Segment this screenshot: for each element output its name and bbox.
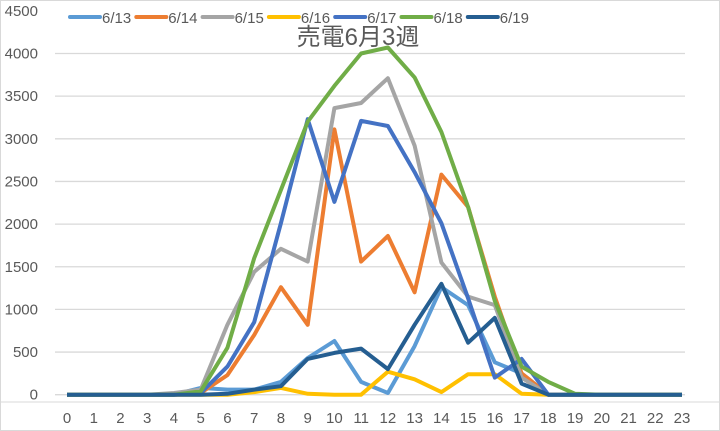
- y-tick-label: 500: [13, 344, 38, 361]
- y-tick-label: 1500: [5, 259, 38, 276]
- legend-label: 6/16: [301, 10, 330, 27]
- x-tick-label: 11: [353, 410, 369, 427]
- series-lines: [67, 45, 682, 397]
- x-tick-label: 0: [63, 410, 71, 427]
- legend-label: 6/15: [235, 10, 264, 27]
- x-tick-label: 1: [90, 410, 98, 427]
- x-tick-label: 6: [223, 410, 231, 427]
- y-tick-label: 1000: [5, 301, 38, 318]
- legend: 6/13 6/14 6/15 6/16 6/17 6/18 6/19: [68, 10, 529, 27]
- legend-label: 6/17: [367, 10, 396, 27]
- y-tick-label: 4000: [5, 46, 38, 63]
- chart-title: 売電6月3週: [297, 24, 420, 51]
- y-tick-label: 3500: [5, 88, 38, 105]
- x-tick-label: 17: [513, 410, 530, 427]
- x-tick-label: 5: [197, 410, 205, 427]
- legend-label: 6/19: [500, 10, 529, 27]
- x-tick-label: 7: [250, 410, 258, 427]
- x-tick-label: 21: [620, 410, 637, 427]
- y-tick-label: 0: [30, 387, 38, 404]
- legend-label: 6/13: [102, 10, 131, 27]
- x-tick-label: 23: [674, 410, 691, 427]
- x-tick-label: 10: [326, 410, 343, 427]
- y-tick-label: 2500: [5, 173, 38, 190]
- x-tick-label: 19: [567, 410, 584, 427]
- x-tick-label: 18: [540, 410, 557, 427]
- legend-label: 6/18: [434, 10, 463, 27]
- y-tick-label: 3000: [5, 131, 38, 148]
- x-tick-label: 20: [593, 410, 610, 427]
- x-tick-label: 12: [380, 410, 397, 427]
- x-tick-label: 22: [647, 410, 664, 427]
- series-line-6-19: [67, 281, 682, 397]
- x-tick-label: 13: [406, 410, 423, 427]
- y-tick-label: 2000: [5, 216, 38, 233]
- x-tick-label: 9: [303, 410, 311, 427]
- x-tick-label: 16: [486, 410, 503, 427]
- x-tick-label: 3: [143, 410, 151, 427]
- x-tick-label: 8: [277, 410, 285, 427]
- legend-label: 6/14: [168, 10, 197, 27]
- x-tick-label: 15: [460, 410, 477, 427]
- y-tick-label: 4500: [5, 3, 38, 20]
- y-axis-ticks: 0 500 1000 1500 2000 2500 3000 3500 4000 4500: [5, 3, 38, 404]
- x-tick-label: 14: [433, 410, 450, 427]
- x-tick-label: 2: [116, 410, 124, 427]
- x-tick-label: 4: [170, 410, 178, 427]
- x-axis-ticks: 0 1 2 3 4 5 6 7 8 9 10 11 12 13 14 15 16 17 18 19 20 21 22 23: [63, 410, 691, 427]
